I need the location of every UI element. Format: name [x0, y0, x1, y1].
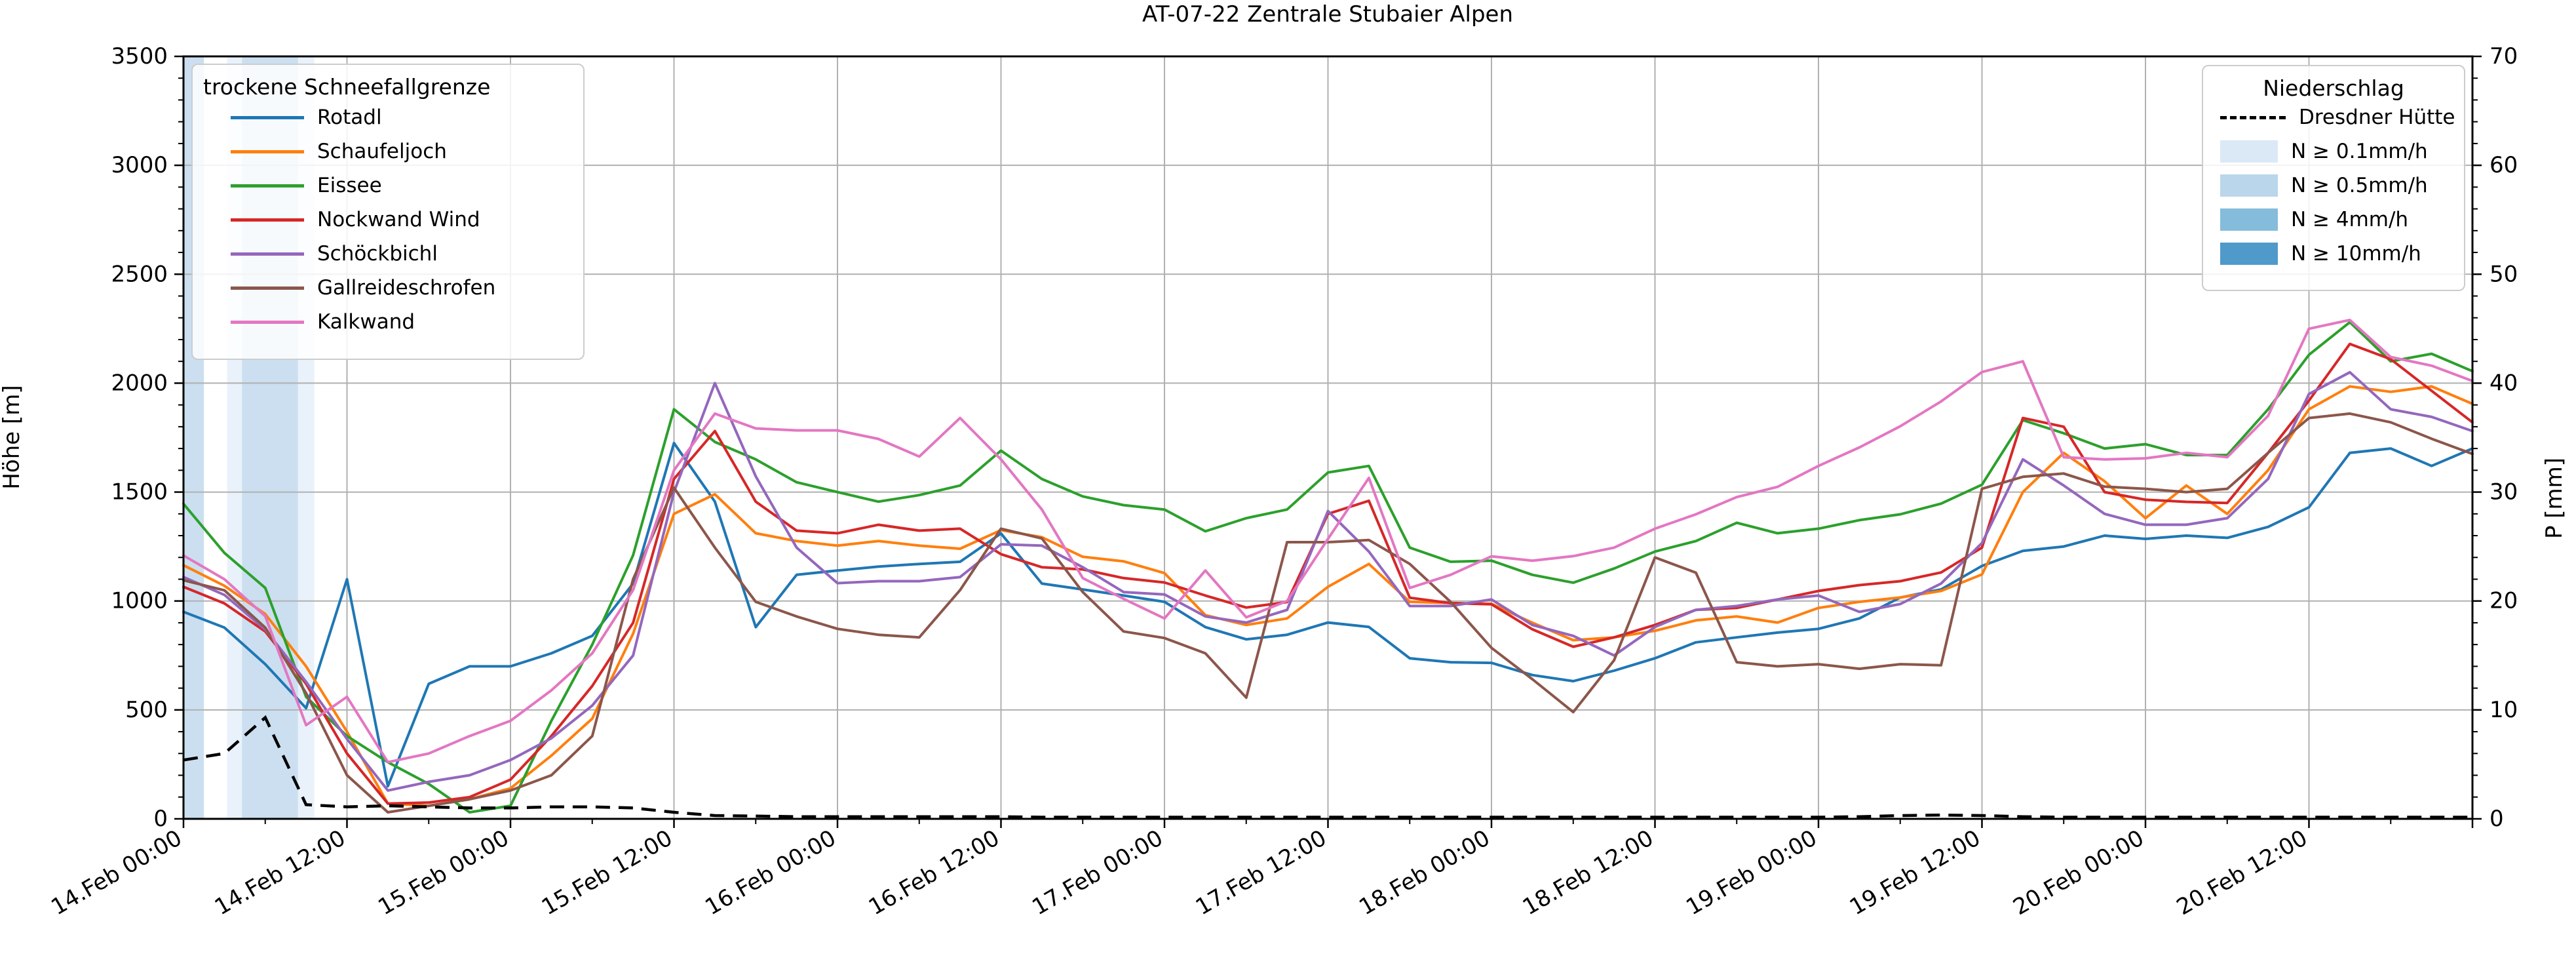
- x-tick-label: 16.Feb 00:00: [701, 825, 840, 920]
- y-right-tick-label: 20: [2489, 588, 2518, 614]
- legend-color-patch: [2220, 208, 2278, 231]
- y-left-tick-label: 2500: [111, 261, 168, 287]
- y-right-tick-label: 50: [2489, 261, 2518, 287]
- right-axis-label: P [mm]: [2541, 457, 2567, 540]
- series-line-gallreideschrofen: [182, 412, 2474, 814]
- legend-line-sample: [231, 286, 304, 290]
- legend-entry-schaufeljoch: Schaufeljoch: [193, 138, 447, 165]
- x-tick-label: 15.Feb 00:00: [374, 825, 513, 920]
- series-line-schöckbichl: [182, 370, 2474, 792]
- series-line-eissee: [182, 321, 2474, 814]
- legend-entry-label: N ≥ 0.5mm/h: [2291, 174, 2428, 197]
- y-right-tick-label: 70: [2489, 43, 2518, 69]
- x-tick-label: 17.Feb 12:00: [1191, 825, 1331, 920]
- x-tick-label: 20.Feb 12:00: [2172, 825, 2312, 920]
- legend-precipitation: Niederschlag Dresdner Hütte N ≥ 0.1mm/h N …: [2202, 65, 2465, 291]
- y-left-tick-label: 3500: [111, 43, 168, 69]
- legend-entry-schöckbichl: Schöckbichl: [193, 241, 438, 267]
- legend-dashed-line-sample: [2220, 115, 2286, 119]
- x-tick-label: 18.Feb 00:00: [1355, 825, 1494, 920]
- legend-entry-label: Rotadl: [317, 106, 382, 129]
- legend-color-patch: [2220, 174, 2278, 197]
- x-tick-label: 14.Feb 12:00: [210, 825, 350, 920]
- y-left-tick-label: 1000: [111, 588, 168, 614]
- legend-entry-nockwand-wind: Nockwand Wind: [193, 207, 480, 233]
- legend-entry-precip-class-3: N ≥ 10mm/h: [2203, 241, 2421, 267]
- x-tick-label: 17.Feb 00:00: [1028, 825, 1167, 920]
- x-tick-label: 16.Feb 12:00: [864, 825, 1004, 920]
- y-left-tick-label: 3000: [111, 152, 168, 178]
- series-line-rotadl: [182, 441, 2474, 788]
- x-tick-label: 15.Feb 12:00: [537, 825, 677, 920]
- legend-color-patch: [2220, 140, 2278, 163]
- x-tick-label: 14.Feb 00:00: [47, 825, 186, 920]
- x-tick-label: 18.Feb 12:00: [1518, 825, 1658, 920]
- legend-entry-gallreideschrofen: Gallreideschrofen: [193, 275, 495, 301]
- y-left-tick-label: 0: [153, 806, 168, 832]
- y-right-tick-label: 40: [2489, 370, 2518, 396]
- y-left-tick-label: 2000: [111, 370, 168, 396]
- y-left-tick-label: 500: [125, 697, 168, 723]
- legend-line-sample: [231, 184, 304, 187]
- legend-line-sample: [231, 320, 304, 324]
- legend-entry-label: Nockwand Wind: [317, 208, 480, 231]
- legend-entry-label: N ≥ 10mm/h: [2291, 242, 2421, 266]
- legend-entry-label: Eissee: [317, 174, 382, 197]
- legend-line-sample: [231, 115, 304, 119]
- legend-line-sample: [231, 252, 304, 256]
- legend-precipitation-title: Niederschlag: [2263, 75, 2404, 101]
- x-tick-label: 20.Feb 00:00: [2009, 825, 2148, 920]
- x-tick-label: 19.Feb 00:00: [1682, 825, 1821, 920]
- series-line-dresdner-huette: [183, 715, 2472, 819]
- legend-line-sample: [231, 218, 304, 222]
- legend-entry-label: Schöckbichl: [317, 242, 438, 266]
- legend-line-sample: [231, 149, 304, 153]
- legend-entry-dresdner-huette: Dresdner Hütte: [2203, 104, 2455, 130]
- legend-entry-kalkwand: Kalkwand: [193, 309, 415, 335]
- legend-entry-precip-class-0: N ≥ 0.1mm/h: [2203, 138, 2428, 165]
- legend-entry-eissee: Eissee: [193, 172, 382, 199]
- legend-entry-label: Kalkwand: [317, 310, 415, 334]
- y-right-tick-label: 0: [2489, 806, 2504, 832]
- legend-color-patch: [2220, 243, 2278, 265]
- legend-entry-label: N ≥ 0.1mm/h: [2291, 140, 2428, 163]
- legend-entry-label: Gallreideschrofen: [317, 276, 496, 300]
- x-tick-label: 19.Feb 12:00: [1845, 825, 1985, 920]
- page-title: AT-07-22 Zentrale Stubaier Alpen: [1142, 1, 1513, 28]
- legend-entry-label: Dresdner Hütte: [2299, 106, 2455, 129]
- y-left-tick-label: 1500: [111, 479, 168, 505]
- left-axis-label: Höhe [m]: [0, 385, 25, 490]
- legend-snowfall-line: trockene Schneefallgrenze Rotadl Schaufel…: [191, 64, 585, 360]
- legend-entry-label: Schaufeljoch: [317, 140, 447, 163]
- legend-entry-label: N ≥ 4mm/h: [2291, 208, 2409, 231]
- legend-entry-precip-class-2: N ≥ 4mm/h: [2203, 207, 2408, 233]
- y-right-tick-label: 30: [2489, 479, 2518, 505]
- series-line-kalkwand: [182, 319, 2474, 764]
- legend-entry-precip-class-1: N ≥ 0.5mm/h: [2203, 172, 2428, 199]
- legend-snowfall-title: trockene Schneefallgrenze: [203, 74, 491, 100]
- legend-entry-rotadl: Rotadl: [193, 104, 382, 130]
- y-right-tick-label: 10: [2489, 697, 2518, 723]
- y-right-tick-label: 60: [2489, 152, 2518, 178]
